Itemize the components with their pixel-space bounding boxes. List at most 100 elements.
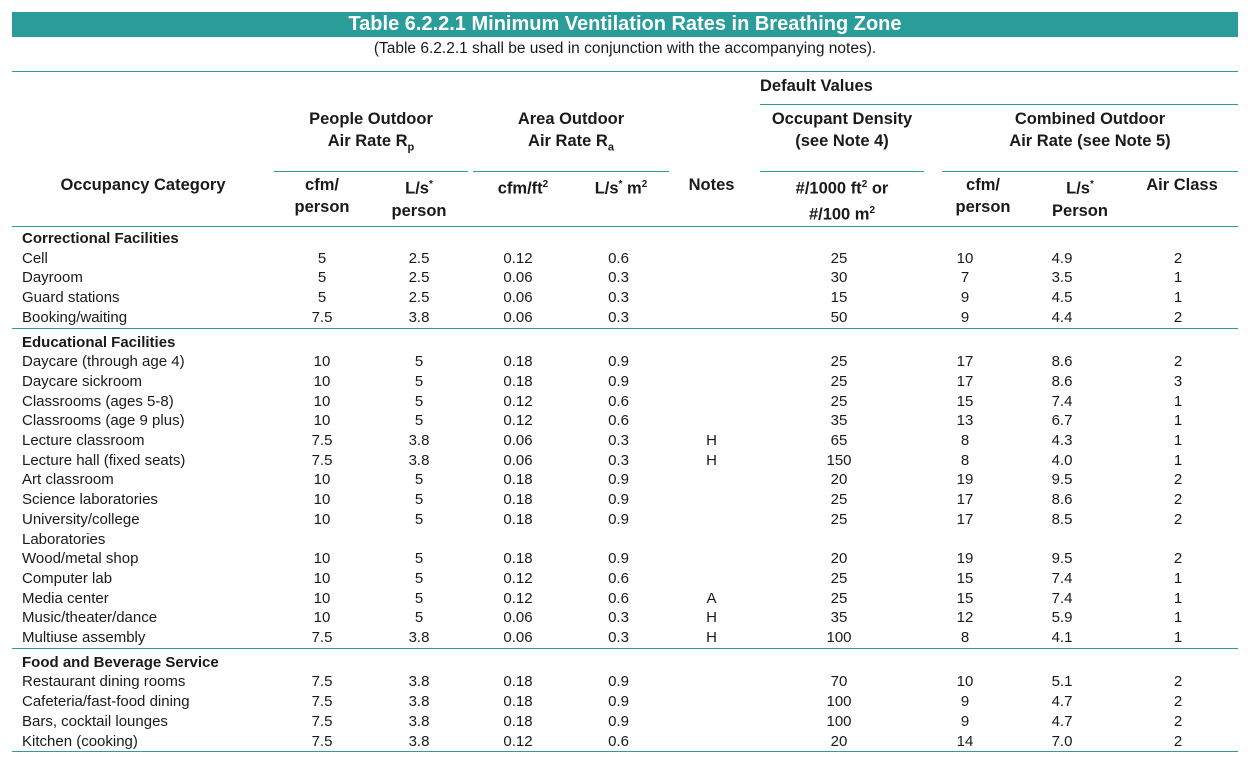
- cell-people-cfm: 7.5: [274, 731, 370, 753]
- table-row: Cell 5 2.5 0.12 0.6 25 10 4.9 2: [12, 249, 1238, 269]
- cell-people-cfm: [274, 530, 370, 550]
- cell-notes: [669, 692, 754, 712]
- cell-combined-ls: 7.0: [1006, 731, 1118, 753]
- cell-people-ls: 3.8: [370, 628, 468, 649]
- cell-area-ls: 0.9: [608, 471, 629, 489]
- cell-air-class: 2: [1173, 491, 1183, 509]
- cell-people-cfm: 7.5: [311, 693, 333, 711]
- cell-air-class: 1: [1173, 451, 1183, 469]
- cell-occupancy: Cafeteria/fast-food dining: [22, 693, 190, 711]
- cell-occupancy: Multiuse assembly: [12, 628, 274, 649]
- cell-combined-cfm: 14: [924, 731, 1006, 753]
- cell-people-cfm: 7.5: [274, 307, 370, 329]
- cell-people-cfm: 10: [313, 589, 331, 607]
- cell-occupancy: Art classroom: [22, 471, 114, 489]
- cell-area-ls: 0.3: [608, 609, 629, 627]
- cell-area-ls: 0.3: [608, 432, 629, 450]
- cell-density: 15: [830, 289, 848, 307]
- cell-people-ls: [370, 530, 468, 550]
- people-ls-label: L/s: [405, 179, 429, 198]
- table-row: Music/theater/dance 10 5 0.06 0.3 H 35 12 5.9 1: [12, 608, 1238, 628]
- cell-air-class: 2: [1118, 731, 1238, 753]
- cell-combined-ls: 9.5: [1051, 550, 1073, 568]
- table-row: Art classroom 10 5 0.18 0.9 20 19 9.5 2: [12, 470, 1238, 490]
- cell-people-ls: 2.5: [408, 249, 430, 267]
- cell-area-ls: 0.9: [608, 673, 629, 691]
- cell-occupancy: Music/theater/dance: [22, 609, 158, 627]
- people-rate-rule: [274, 171, 468, 172]
- combined-cfm-line1: cfm/: [966, 176, 1000, 194]
- cell-occupancy: University/college: [22, 510, 140, 528]
- cell-density: 20: [754, 731, 924, 753]
- table-row: Classrooms (age 9 plus) 10 5 0.12 0.6 35 13 6.7…: [12, 411, 1238, 431]
- cell-occupancy: Classrooms (ages 5-8): [22, 392, 174, 410]
- table-row: Booking/waiting 7.5 3.8 0.06 0.3 50 9 4.4 2: [12, 307, 1238, 329]
- area-rate-label: Air Rate R: [528, 132, 608, 150]
- people-cfm-line2: person: [294, 198, 350, 216]
- cell-combined-cfm: 17: [956, 372, 974, 390]
- area-ls-tail-sup: 2: [641, 179, 648, 190]
- header-occupant-density: Occupant Density (see Note 4): [760, 108, 924, 152]
- cell-people-cfm: 10: [313, 609, 331, 627]
- cell-area-cfm: 0.18: [503, 471, 533, 489]
- cell-air-class: 2: [1118, 307, 1238, 329]
- cell-occupancy: Booking/waiting: [12, 307, 274, 329]
- cell-people-ls: 3.8: [370, 731, 468, 753]
- cell-people-cfm: 10: [313, 353, 331, 371]
- density-units-sup2: 2: [869, 204, 876, 216]
- cell-combined-ls: 7.4: [1051, 392, 1073, 410]
- cell-area-ls: 0.3: [568, 307, 669, 329]
- cell-notes: [669, 288, 754, 308]
- table-row: Computer lab 10 5 0.12 0.6 25 15 7.4 1: [12, 569, 1238, 589]
- cell-combined-cfm: [924, 530, 1006, 550]
- cell-people-ls: 5: [414, 609, 424, 627]
- cell-combined-cfm: 17: [956, 353, 974, 371]
- cell-density: 65: [830, 432, 848, 450]
- cell-density: 70: [830, 673, 848, 691]
- section-header-row: Correctional Facilities: [12, 229, 1238, 249]
- cell-density: 100: [826, 693, 852, 711]
- cell-people-cfm: 10: [313, 412, 331, 430]
- cell-notes: [669, 470, 754, 490]
- cell-density: 25: [830, 569, 848, 587]
- density-units-line2: #/100 m2: [760, 200, 924, 226]
- cell-area-cfm: 0.12: [503, 412, 533, 430]
- combined-cfm-line2: person: [955, 198, 1011, 216]
- people-cfm-line1: cfm/: [305, 176, 339, 194]
- people-rate-label: Air Rate R: [327, 132, 408, 150]
- cell-combined-ls: 4.9: [1051, 249, 1073, 267]
- cell-people-cfm: 7.5: [274, 628, 370, 649]
- cell-notes: [669, 569, 754, 589]
- cell-notes: [669, 268, 754, 288]
- cell-notes: A: [706, 589, 717, 607]
- cell-combined-cfm: 17: [956, 510, 974, 528]
- table-row: Laboratories: [12, 530, 1238, 550]
- table-row: Dayroom 5 2.5 0.06 0.3 30 7 3.5 1: [12, 268, 1238, 288]
- cell-area-ls: 0.6: [608, 392, 629, 410]
- header-combined-rate: Combined Outdoor Air Rate (see Note 5): [942, 108, 1238, 152]
- default-values-rule: [760, 104, 1238, 105]
- header-notes: Notes: [688, 176, 735, 194]
- cell-people-cfm: 5: [317, 289, 327, 307]
- table-row: Daycare sickroom 10 5 0.18 0.9 25 17 8.6 3: [12, 372, 1238, 392]
- cell-air-class: 1: [1173, 289, 1183, 307]
- table-row: Wood/metal shop 10 5 0.18 0.9 20 19 9.5 2: [12, 549, 1238, 569]
- cell-air-class: 2: [1173, 510, 1183, 528]
- cell-air-class: 1: [1173, 589, 1183, 607]
- cell-combined-ls: 6.7: [1051, 412, 1073, 430]
- density-line1: Occupant Density: [771, 110, 913, 128]
- cell-combined-ls: 4.4: [1006, 307, 1118, 329]
- table-row: Lecture hall (fixed seats) 7.5 3.8 0.06 0.3 H…: [12, 451, 1238, 471]
- cell-people-ls: 5: [414, 589, 424, 607]
- cell-combined-cfm: 8: [960, 432, 970, 450]
- combined-ls-line1: L/s*: [1024, 174, 1136, 200]
- cell-combined-ls: 4.7: [1051, 712, 1073, 730]
- cell-people-ls: 5: [414, 412, 424, 430]
- cell-air-class: 1: [1173, 569, 1183, 587]
- cell-density: 50: [754, 307, 924, 329]
- cell-people-ls: 3.8: [370, 307, 468, 329]
- header-density-units: #/1000 ft2 or #/100 m2: [760, 174, 924, 225]
- cell-notes: [669, 392, 754, 412]
- cell-air-class: 2: [1173, 550, 1183, 568]
- cell-combined-ls: 4.5: [1051, 289, 1073, 307]
